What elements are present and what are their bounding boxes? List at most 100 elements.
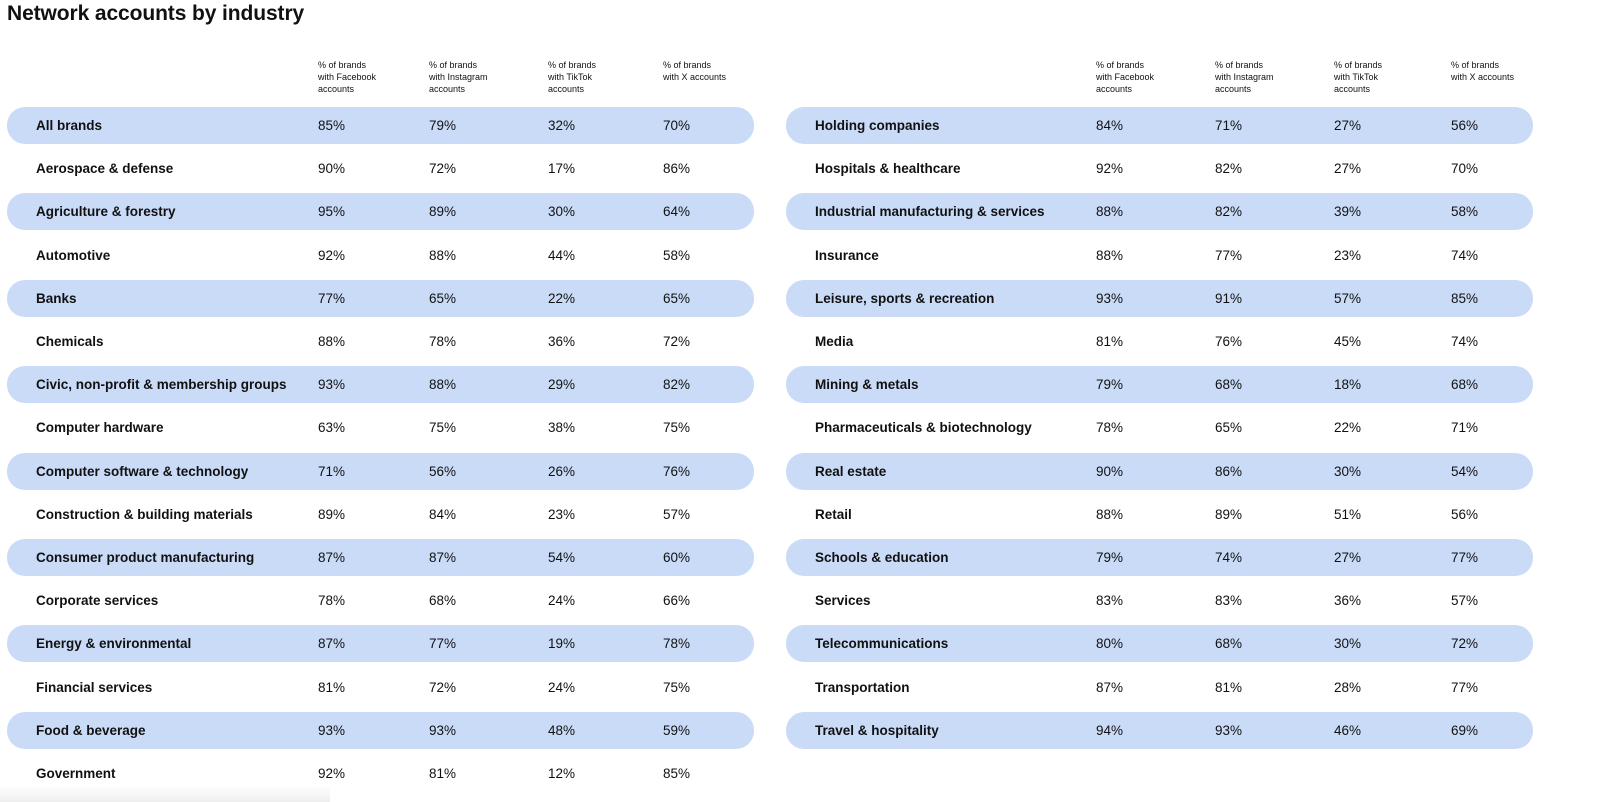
x-percent: 76% [663,463,691,479]
table-row: Transportation 87% 81% 28% 77% [786,669,1533,706]
tiktok-percent: 30% [1334,636,1362,652]
table-row: Insurance 88% 77% 23% 74% [786,237,1533,274]
facebook-percent: 77% [318,290,346,306]
facebook-percent: 93% [1096,290,1124,306]
industry-name: Insurance [815,247,879,263]
column-header-line: % of brands [1334,60,1383,70]
facebook-percent: 78% [1096,420,1124,436]
facebook-percent: 84% [1096,118,1124,133]
industry-name: Hospitals & healthcare [815,161,961,177]
tiktok-percent: 29% [548,377,576,393]
x-percent: 86% [663,161,691,177]
table-row: Aerospace & defense 90% 72% 17% 86% [7,150,754,187]
column-header-line: % of brands [1096,60,1145,70]
facebook-percent: 83% [1096,593,1124,609]
column-header-tiktok: % of brands with TikTok accounts [548,59,648,95]
industry-name: Pharmaceuticals & biotechnology [815,420,1032,436]
industry-name: Civic, non-profit & membership groups [36,377,287,393]
instagram-percent: 68% [1215,636,1243,652]
instagram-percent: 68% [1215,377,1243,393]
tiktok-percent: 18% [1334,377,1362,393]
industry-name: Food & beverage [36,722,146,738]
tiktok-percent: 28% [1334,679,1362,695]
instagram-percent: 87% [429,550,457,565]
instagram-percent: 78% [429,334,457,349]
table-row: Travel & hospitality 94% 93% 46% 69% [786,711,1533,749]
industry-name: Energy & environmental [36,636,192,652]
facebook-percent: 92% [1096,161,1124,177]
instagram-percent: 81% [429,766,457,781]
instagram-percent: 79% [429,118,457,133]
tiktok-percent: 19% [548,636,576,652]
industry-name: Mining & metals [815,377,919,393]
x-percent: 85% [1451,290,1479,306]
column-header-line: accounts [429,84,466,94]
tiktok-percent: 36% [1334,593,1362,609]
x-percent: 54% [1451,463,1479,479]
tiktok-percent: 22% [1334,420,1362,436]
x-percent: 68% [1451,377,1479,393]
x-percent: 56% [1451,118,1479,133]
tiktok-percent: 22% [548,290,576,306]
tiktok-percent: 51% [1334,506,1362,522]
column-header-line: accounts [1096,84,1133,94]
column-header-line: % of brands [318,60,367,70]
industry-name: Chemicals [36,334,104,349]
x-percent: 57% [1451,593,1479,609]
facebook-percent: 71% [318,463,346,479]
table-row: Mining & metals 79% 68% 18% 68% [786,366,1533,404]
facebook-percent: 87% [318,550,346,565]
column-header-instagram: % of brands with Instagram accounts [1215,59,1315,95]
x-percent: 64% [663,204,691,220]
column-header-line: with TikTok [1334,72,1379,82]
tiktok-percent: 27% [1334,161,1362,177]
industry-name: Travel & hospitality [815,722,939,738]
x-percent: 69% [1451,722,1479,738]
facebook-percent: 90% [318,161,346,177]
instagram-percent: 82% [1215,161,1243,177]
facebook-percent: 79% [1096,377,1124,393]
instagram-percent: 76% [1215,334,1243,349]
table-row: Real estate 90% 86% 30% 54% [786,452,1533,490]
facebook-percent: 87% [318,636,346,652]
facebook-percent: 92% [318,247,346,263]
facebook-percent: 81% [318,679,346,695]
tiktok-percent: 44% [548,247,576,263]
x-percent: 78% [663,636,691,652]
instagram-percent: 65% [1215,420,1243,436]
facebook-percent: 87% [1096,679,1124,695]
facebook-percent: 85% [318,118,346,133]
tiktok-percent: 36% [548,334,576,349]
facebook-percent: 92% [318,766,346,781]
column-header-line: accounts [1215,84,1252,94]
instagram-percent: 71% [1215,118,1243,133]
industry-name: Leisure, sports & recreation [815,290,995,306]
instagram-percent: 81% [1215,679,1243,695]
facebook-percent: 88% [1096,247,1124,263]
facebook-percent: 89% [318,506,346,522]
x-percent: 72% [1451,636,1479,652]
instagram-percent: 93% [429,722,457,738]
tiktok-percent: 12% [548,766,576,781]
facebook-percent: 81% [1096,334,1124,349]
x-percent: 65% [663,290,691,306]
column-header-line: with X accounts [663,72,727,82]
facebook-percent: 88% [1096,506,1124,522]
x-percent: 77% [1451,679,1479,695]
column-header-instagram: % of brands with Instagram accounts [429,59,529,95]
tiktok-percent: 23% [548,506,576,522]
industry-name: Schools & education [815,550,949,565]
industry-name: Transportation [815,679,910,695]
instagram-percent: 65% [429,290,457,306]
x-percent: 74% [1451,247,1479,263]
x-percent: 74% [1451,334,1479,349]
facebook-percent: 79% [1096,550,1124,565]
industry-name: Aerospace & defense [36,161,174,177]
tiktok-percent: 54% [548,550,576,565]
instagram-percent: 68% [429,593,457,609]
table-row: Telecommunications 80% 68% 30% 72% [786,625,1533,663]
column-header-line: % of brands [1215,60,1264,70]
instagram-percent: 74% [1215,550,1243,565]
industry-name: Construction & building materials [36,506,253,522]
instagram-percent: 86% [1215,463,1243,479]
